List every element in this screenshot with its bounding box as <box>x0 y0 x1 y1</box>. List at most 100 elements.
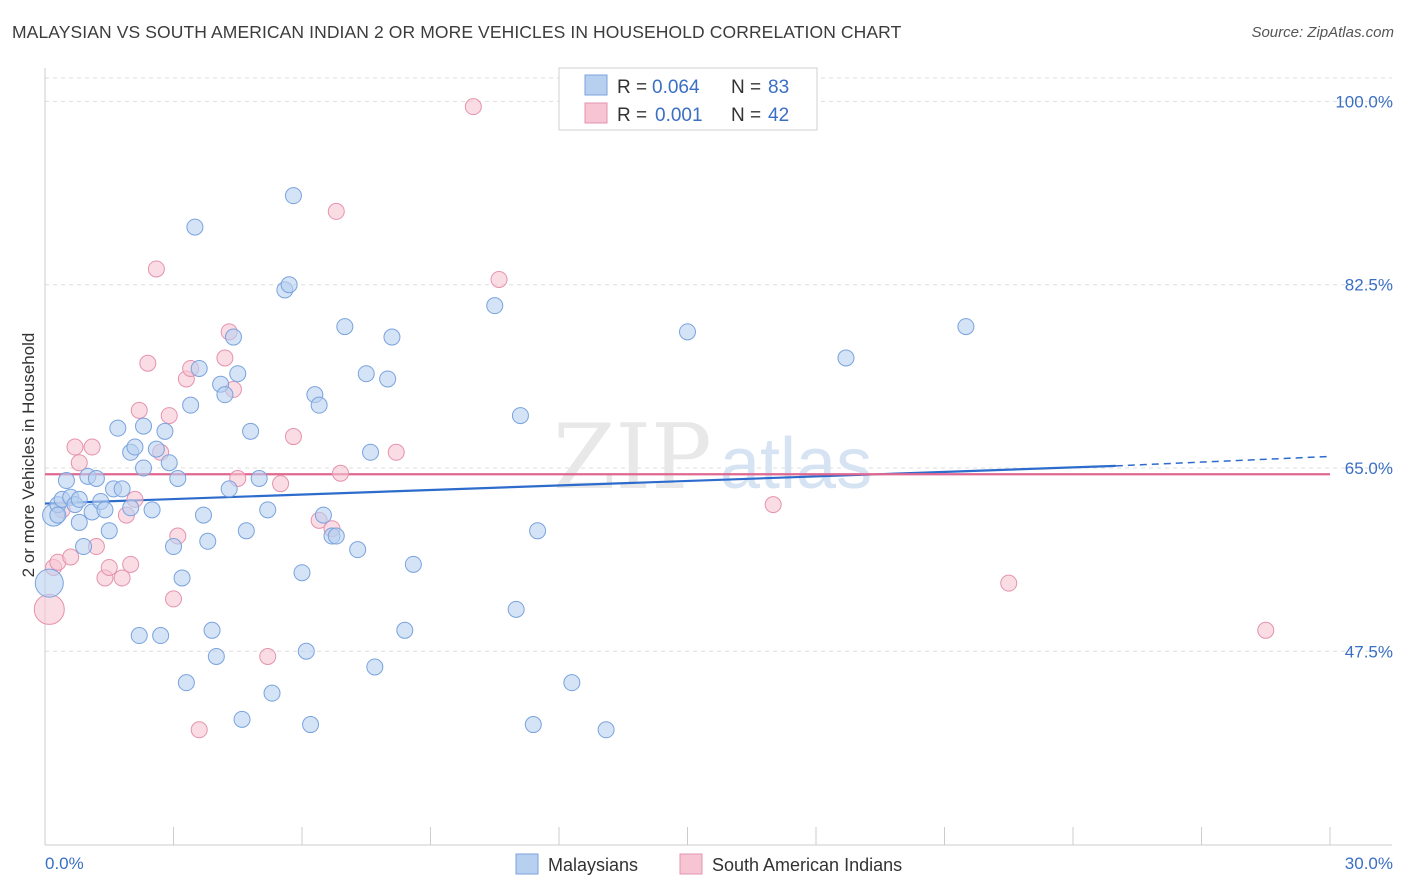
y-axis-label: 2 or more Vehicles in Household <box>19 333 38 578</box>
legend-n-value-sa-indians: 42 <box>768 105 789 126</box>
points-layer <box>33 98 1275 739</box>
sa-indian-point <box>1000 574 1018 592</box>
malaysian-point <box>156 422 174 440</box>
sa-indian-point <box>259 647 277 665</box>
sa-indian-point <box>70 454 88 472</box>
malaysian-point <box>314 506 332 524</box>
watermark-zip: ZIP <box>553 405 712 510</box>
malaysian-point <box>70 513 88 531</box>
malaysian-point <box>404 555 422 573</box>
malaysian-point <box>70 490 88 508</box>
malaysian-point <box>563 674 581 692</box>
chart-title: MALAYSIAN VS SOUTH AMERICAN INDIAN 2 OR … <box>12 22 902 42</box>
malaysian-point <box>237 522 255 540</box>
malaysian-point <box>529 522 547 540</box>
malaysian-trendline <box>44 464 1116 505</box>
malaysian-point <box>126 438 144 456</box>
malaysian-point <box>75 538 93 556</box>
bottom-legend-swatch-sa-indians <box>679 853 703 875</box>
malaysian-point <box>220 480 238 498</box>
malaysian-point <box>297 642 315 660</box>
malaysian-point <box>109 419 127 437</box>
legend-r-value-sa-indians: 0.001 <box>655 105 703 126</box>
legend-bottom: Malaysians South American Indians <box>515 853 902 875</box>
bottom-legend-label-sa-indians: South American Indians <box>712 855 902 875</box>
malaysian-point <box>259 501 277 519</box>
malaysian-point <box>357 365 375 383</box>
grid-layer <box>45 77 1392 652</box>
malaysian-point <box>57 472 75 490</box>
malaysian-point <box>263 684 281 702</box>
malaysian-point <box>362 443 380 461</box>
sa-indian-point <box>33 593 65 625</box>
legend-swatch-malaysians <box>584 74 608 96</box>
sa-indian-point <box>272 475 290 493</box>
malaysian-point <box>524 716 542 734</box>
malaysian-point <box>87 469 105 487</box>
malaysian-point <box>169 469 187 487</box>
malaysian-point <box>49 506 67 524</box>
malaysian-point <box>100 522 118 540</box>
malaysian-point <box>186 218 204 236</box>
legend-swatch-sa-indians <box>584 102 608 124</box>
legend-n-value-malaysians: 83 <box>768 77 789 98</box>
malaysian-point <box>207 647 225 665</box>
malaysian-point <box>486 297 504 315</box>
malaysian-point <box>122 499 140 517</box>
malaysian-point <box>143 501 161 519</box>
malaysian-point <box>396 621 414 639</box>
sa-indian-point <box>147 260 165 278</box>
sa-indian-point <box>130 401 148 419</box>
malaysian-point <box>173 569 191 587</box>
x-tick-label-min: 0.0% <box>45 854 84 873</box>
malaysian-point <box>302 716 320 734</box>
sa-indian-point <box>327 202 345 220</box>
bottom-legend-swatch-malaysians <box>515 853 539 875</box>
malaysian-point <box>349 541 367 559</box>
malaysian-point <box>336 318 354 336</box>
bottom-legend-label-malaysians: Malaysians <box>548 855 638 875</box>
legend-top: R = 0.064 N = 83 R = 0.001 N = 42 <box>558 67 818 131</box>
malaysian-point <box>160 454 178 472</box>
sa-indian-point <box>160 407 178 425</box>
malaysian-point <box>182 396 200 414</box>
sa-indian-point <box>764 496 782 514</box>
malaysian-point <box>216 386 234 404</box>
malaysian-point <box>837 349 855 367</box>
malaysian-point <box>224 328 242 346</box>
malaysian-point <box>113 480 131 498</box>
malaysian-point <box>250 469 268 487</box>
malaysian-point <box>679 323 696 341</box>
malaysian-point <box>511 407 529 425</box>
sa-indian-point <box>62 548 80 566</box>
axes-layer: 47.5% 65.0% 82.5% 100.0% 0.0% 30.0% <box>44 68 1393 873</box>
y-tick-label: 65.0% <box>1345 459 1393 478</box>
malaysian-point <box>194 506 212 524</box>
malaysian-point <box>135 459 153 477</box>
malaysian-point <box>242 422 260 440</box>
malaysian-point <box>507 600 525 618</box>
malaysian-point <box>96 501 114 519</box>
sa-indian-point <box>139 354 157 372</box>
malaysian-point <box>366 658 384 676</box>
malaysian-point <box>177 674 195 692</box>
sa-indian-point <box>165 590 182 608</box>
watermark: ZIP atlas <box>553 405 872 510</box>
malaysian-trendline-extension <box>1115 455 1331 467</box>
malaysian-point <box>190 359 208 377</box>
legend-n-label-malaysians: N = <box>731 77 761 98</box>
malaysian-point <box>310 396 328 414</box>
legend-r-label-sa-indians: R = <box>617 105 647 126</box>
watermark-atlas: atlas <box>720 424 872 504</box>
malaysian-point <box>383 328 401 346</box>
sa-indian-point <box>1257 621 1275 639</box>
sa-indian-point <box>464 98 482 116</box>
malaysian-point <box>203 621 221 639</box>
sa-indian-point <box>284 428 302 446</box>
sa-indian-point <box>113 569 131 587</box>
legend-r-value-malaysians: 0.064 <box>652 77 700 98</box>
sa-indian-point <box>387 443 405 461</box>
sa-indian-point <box>490 270 508 288</box>
y-tick-label: 82.5% <box>1345 276 1393 295</box>
malaysian-point <box>34 568 64 598</box>
